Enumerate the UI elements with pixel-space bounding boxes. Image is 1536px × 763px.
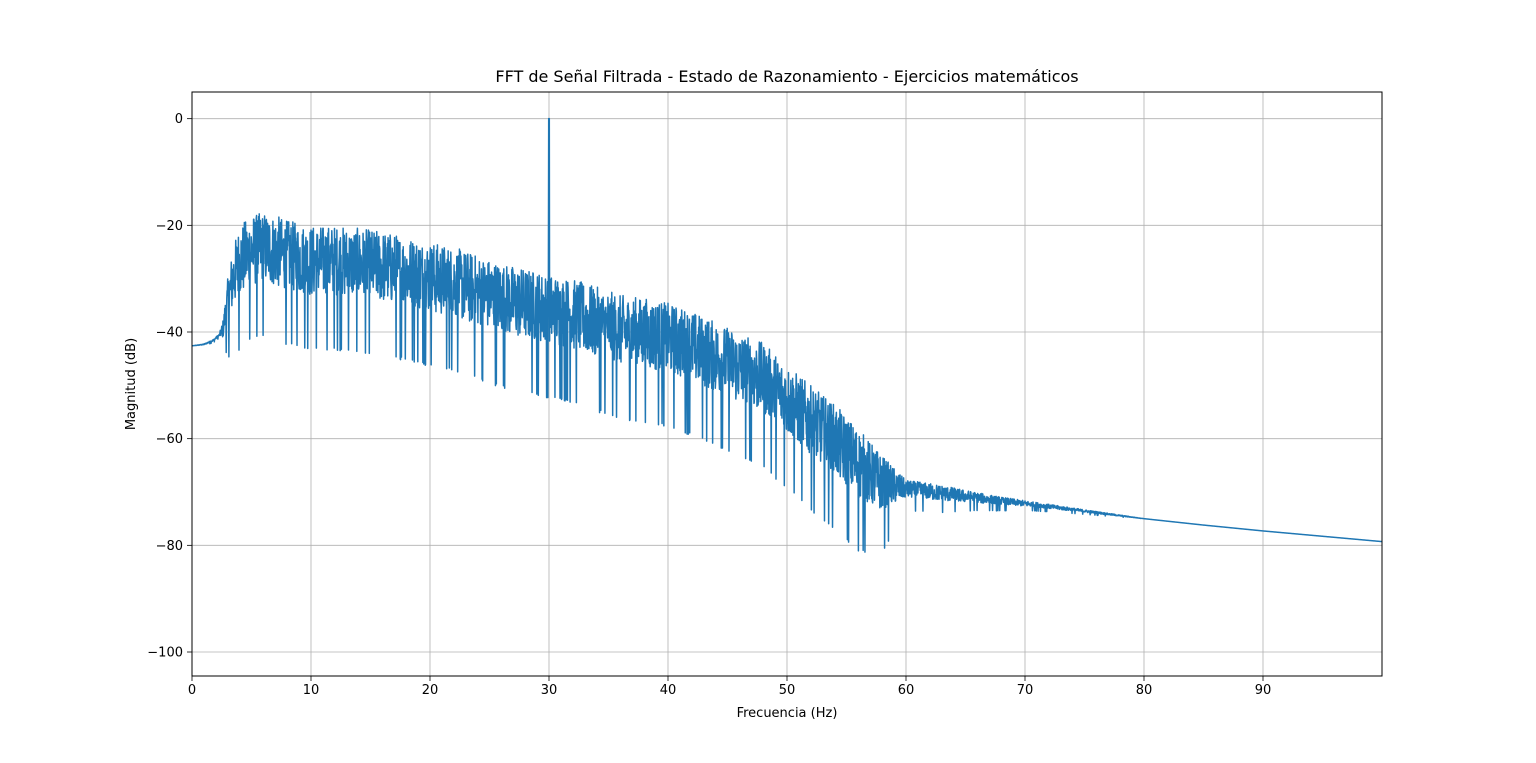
x-tick-label: 60 <box>898 683 915 698</box>
x-tick-label: 50 <box>779 683 796 698</box>
chart-title: FFT de Señal Filtrada - Estado de Razona… <box>495 67 1078 86</box>
y-tick-label: 0 <box>175 112 183 127</box>
y-tick-label: −40 <box>156 326 183 341</box>
x-tick-label: 90 <box>1255 683 1272 698</box>
y-axis-label: Magnitud (dB) <box>124 338 139 430</box>
x-axis: 0 10 20 30 40 50 60 70 80 90 <box>188 676 1271 698</box>
y-axis: 0 −20 −40 −60 −80 −100 <box>147 112 192 661</box>
x-tick-label: 80 <box>1136 683 1153 698</box>
y-tick-label: −80 <box>156 539 183 554</box>
x-tick-label: 30 <box>541 683 558 698</box>
x-tick-label: 70 <box>1017 683 1034 698</box>
grid <box>191 92 1382 676</box>
x-tick-label: 20 <box>422 683 439 698</box>
x-tick-label: 0 <box>188 683 196 698</box>
plot-area <box>191 117 1383 553</box>
y-tick-label: −100 <box>147 646 183 661</box>
x-tick-label: 40 <box>660 683 677 698</box>
x-axis-label: Frecuencia (Hz) <box>737 706 838 721</box>
y-tick-label: −20 <box>156 219 183 234</box>
spectrum-line <box>191 117 1383 553</box>
x-tick-label: 10 <box>303 683 320 698</box>
y-tick-label: −60 <box>156 432 183 447</box>
